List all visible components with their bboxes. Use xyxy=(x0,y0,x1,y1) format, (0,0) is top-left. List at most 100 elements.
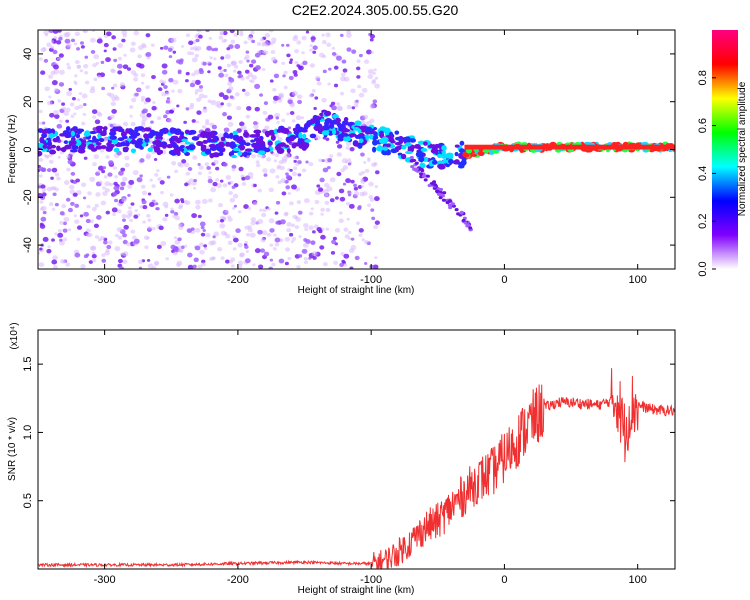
spectrogram-noise-dot xyxy=(244,258,251,264)
spectrogram-noise-dot xyxy=(156,244,162,250)
spectrogram-ridge-dot xyxy=(136,137,144,145)
spectrogram-noise-dot xyxy=(105,57,111,63)
spectrogram-noise-dot xyxy=(194,91,199,95)
spectrogram-noise-dot xyxy=(309,63,316,68)
spectrogram-noise-dot xyxy=(274,237,281,243)
spectrogram-ridge-dot xyxy=(166,143,173,149)
spectrogram-noise-dot xyxy=(374,76,379,80)
spectrogram-noise-dot xyxy=(203,244,207,248)
spectrogram-noise-dot xyxy=(333,65,339,70)
colorbar-tick-label: 0.8 xyxy=(697,70,709,85)
spectrogram-branch-dot xyxy=(468,226,473,230)
spectrogram-noise-dot xyxy=(258,264,264,269)
spectrogram-noise-dot xyxy=(159,180,165,185)
spectrogram-noise-dot xyxy=(213,159,219,165)
spectrogram-ridge-dot xyxy=(144,137,150,143)
spectrogram-noise-dot xyxy=(291,184,297,190)
spectrogram-ridge-dot xyxy=(75,133,81,139)
spectrogram-noise-dot xyxy=(219,179,224,183)
spectrogram-noise-dot xyxy=(329,198,335,203)
spectrogram-ridge-dot xyxy=(260,146,267,152)
spectrogram-noise-dot xyxy=(356,59,361,64)
spectrogram-noise-dot xyxy=(202,228,206,232)
spectrogram-noise-dot xyxy=(288,232,294,237)
spectrogram-noise-dot xyxy=(117,56,123,61)
spectrogram-noise-dot xyxy=(211,48,215,52)
spectrogram-noise-dot xyxy=(38,251,41,255)
spectrogram-noise-dot xyxy=(85,232,91,238)
spectrogram-noise-dot xyxy=(323,182,330,188)
spectrogram-noise-dot xyxy=(177,88,183,94)
spectrogram-noise-dot xyxy=(130,202,135,206)
spectrogram-noise-dot xyxy=(90,86,95,90)
spectrogram-noise-dot xyxy=(111,86,115,90)
spectrogram-noise-dot xyxy=(354,255,360,261)
spectrogram-noise-dot xyxy=(261,212,267,218)
spectrogram-noise-dot xyxy=(344,234,350,239)
spectrogram-noise-dot xyxy=(363,59,370,64)
spectrogram-noise-dot xyxy=(269,41,274,46)
spectrogram-noise-dot xyxy=(232,235,236,239)
spectrogram-noise-dot xyxy=(174,169,179,174)
spectrogram-noise-dot xyxy=(217,66,222,70)
spectrogram-noise-dot xyxy=(107,240,113,245)
spectrogram-noise-dot xyxy=(76,237,81,241)
spectrogram-noise-dot xyxy=(292,171,298,176)
spectrogram-ridge-dot xyxy=(394,130,400,135)
spectrogram-noise-dot xyxy=(89,176,96,182)
spectrogram-ridge-dot xyxy=(258,140,266,146)
spectrogram-noise-dot xyxy=(232,69,237,73)
spectrogram-noise-dot xyxy=(151,75,156,80)
spectrogram-noise-dot xyxy=(90,245,97,251)
spectrogram-noise-dot xyxy=(260,237,266,243)
spectrogram-noise-dot xyxy=(147,192,152,196)
spectrogram-noise-dot xyxy=(234,43,241,49)
spectrogram-noise-dot xyxy=(176,260,183,266)
spectrogram-noise-dot xyxy=(197,171,203,176)
spectrogram-ridge-dot xyxy=(415,151,424,158)
spectrogram-noise-dot xyxy=(195,120,200,124)
spectrogram-noise-dot xyxy=(52,255,58,261)
spectrogram-noise-dot xyxy=(38,192,43,199)
spectrogram-noise-dot xyxy=(54,232,58,236)
spectrogram-noise-dot xyxy=(362,191,368,196)
spectrogram-noise-dot xyxy=(209,256,214,261)
spectrogram-noise-dot xyxy=(294,225,300,230)
spectrogram-ridge-dot xyxy=(297,127,306,133)
spectrogram-noise-dot xyxy=(47,245,51,249)
spectrogram-noise-dot xyxy=(142,204,148,210)
spectrogram-ridge-dot xyxy=(405,150,413,155)
spectrogram-noise-dot xyxy=(274,112,280,118)
spectrogram-noise-dot xyxy=(224,73,229,78)
spectrogram-ridge-dot xyxy=(41,132,48,139)
spectrogram-ridge-dot xyxy=(70,130,75,137)
spectrogram-ridge-dot xyxy=(136,126,145,131)
spectrogram-noise-dot xyxy=(270,50,276,54)
spectrogram-noise-dot xyxy=(239,253,245,258)
spectrogram-ridge-dot xyxy=(231,154,237,159)
spectrogram-ridge-dot xyxy=(432,159,438,165)
spectrogram-noise-dot xyxy=(232,237,239,243)
spectrogram-noise-dot xyxy=(162,217,168,222)
spectrogram-noise-dot xyxy=(232,247,237,251)
spectrogram-noise-dot xyxy=(239,121,245,127)
spectrogram-noise-dot xyxy=(133,72,139,78)
spectrogram-ridge-dot xyxy=(209,153,215,159)
spectrogram-noise-dot xyxy=(122,218,126,222)
spectrogram-noise-dot xyxy=(215,166,220,171)
spectrogram-noise-dot xyxy=(119,82,125,87)
spectrogram-noise-dot xyxy=(238,263,243,268)
spectrogram-noise-dot xyxy=(218,203,223,208)
spectrogram-noise-dot xyxy=(58,119,63,123)
spectrogram-noise-dot xyxy=(218,92,225,98)
spectrogram-noise-dot xyxy=(262,110,268,115)
spectrogram-noise-dot xyxy=(128,206,132,210)
spectrogram-noise-dot xyxy=(121,30,128,36)
spectrogram-noise-dot xyxy=(51,80,58,86)
spectrogram-noise-dot xyxy=(225,209,229,213)
spectrogram-noise-dot xyxy=(243,40,248,45)
spectrogram-noise-dot xyxy=(250,59,257,64)
spectrogram-noise-dot xyxy=(333,260,338,265)
spectrogram-ridge-dot xyxy=(206,137,212,143)
spectrogram-ridge-dot xyxy=(314,126,320,132)
